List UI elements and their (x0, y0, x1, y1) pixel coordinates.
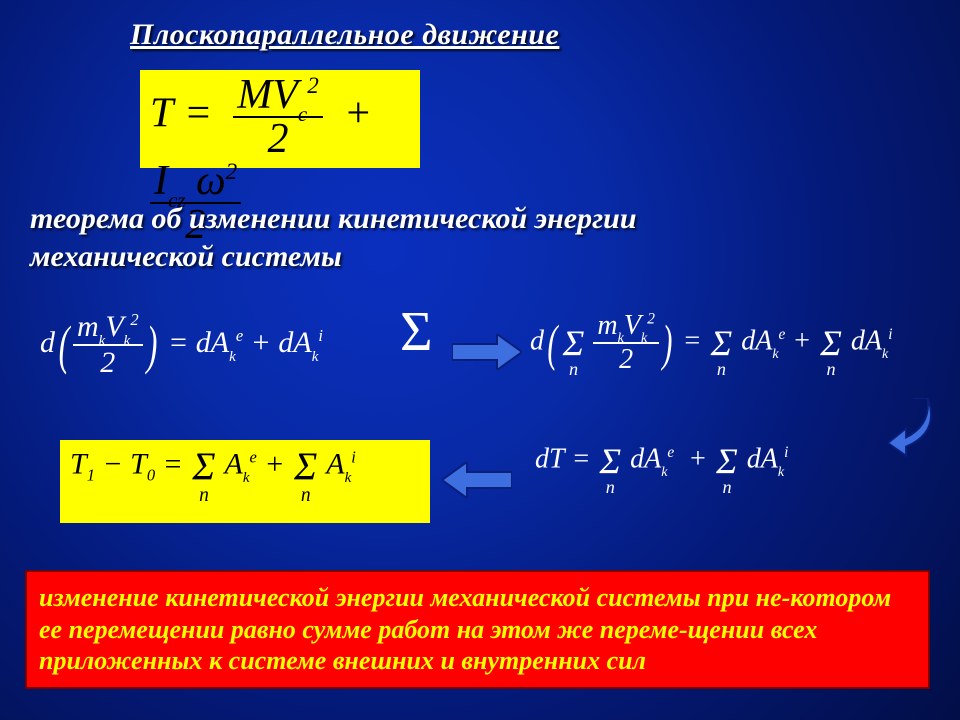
theorem-title: теорема об изменении кинетической энерги… (30, 200, 637, 275)
formula-kinetic-energy: T = MVc2 2 + Icz ω2 2 (140, 70, 420, 168)
theorem-statement: изменение кинетической энергии механичес… (25, 570, 930, 689)
slide-root: Плоскопараллельное движение T = MVc2 2 +… (0, 0, 960, 720)
formula-work-energy-theorem: T1 − T0 = Σn Ake + Σn Aki (60, 440, 430, 523)
formula-differential-single: d( mkVk2 2 ) = dAke + dAki (40, 310, 380, 400)
slide-title: Плоскопараллельное движение (130, 18, 559, 52)
arrow-right-icon (452, 334, 522, 370)
formula-dT: dT = Σn dAke + Σn dAki (535, 440, 935, 520)
theorem-title-line1: теорема об изменении кинетической энерги… (30, 202, 637, 235)
formula-differential-sum: d(Σn mkVk2 2 ) = Σn dAke + Σn dAki (530, 310, 950, 400)
theorem-title-line2: механической системы (30, 240, 342, 273)
sigma-icon: Σ (400, 300, 433, 364)
arrow-left-icon (442, 462, 512, 498)
